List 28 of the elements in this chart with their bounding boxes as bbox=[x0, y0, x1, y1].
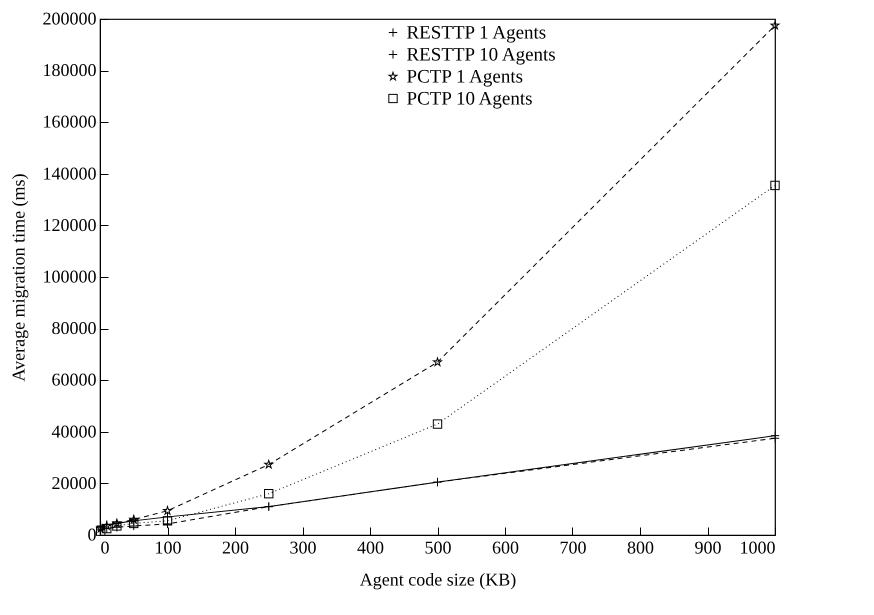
x-tick-label: 0 bbox=[100, 538, 110, 558]
legend-label: PCTP 10 Agents bbox=[406, 88, 532, 110]
y-tick-label: 0 bbox=[88, 524, 96, 544]
legend-label: RESTTP 10 Agents bbox=[406, 44, 556, 66]
legend-label: PCTP 1 Agents bbox=[406, 66, 523, 88]
y-tick-label: 80000 bbox=[52, 318, 96, 338]
y-tick-label: 200000 bbox=[42, 8, 96, 28]
y-tick-label: 20000 bbox=[52, 472, 96, 493]
y-axis-title: Average migration time (ms) bbox=[8, 173, 28, 382]
x-tick-label: 900 bbox=[694, 538, 722, 558]
y-tick-label: 60000 bbox=[52, 370, 96, 390]
x-tick-label: 400 bbox=[357, 538, 384, 558]
x-tick-label: 200 bbox=[222, 538, 249, 558]
x-tick-label: 500 bbox=[424, 538, 452, 558]
y-tick-label: 40000 bbox=[52, 421, 96, 442]
legend-label: RESTTP 1 Agents bbox=[406, 22, 546, 44]
x-tick-label: 700 bbox=[560, 538, 586, 558]
y-tick-label: 160000 bbox=[42, 112, 96, 132]
x-axis-title: Agent code size (KB) bbox=[360, 570, 516, 590]
y-tick-label: 100000 bbox=[42, 266, 96, 286]
x-tick-label: 800 bbox=[627, 538, 654, 558]
y-tick-label: 140000 bbox=[42, 163, 96, 184]
x-tick-label: 100 bbox=[154, 538, 182, 558]
y-tick-label: 120000 bbox=[42, 214, 96, 235]
y-tick-label: 180000 bbox=[42, 60, 96, 80]
x-tick-label: 1000 bbox=[740, 538, 776, 558]
x-tick-label: 600 bbox=[492, 538, 519, 558]
x-tick-label: 300 bbox=[290, 538, 316, 558]
